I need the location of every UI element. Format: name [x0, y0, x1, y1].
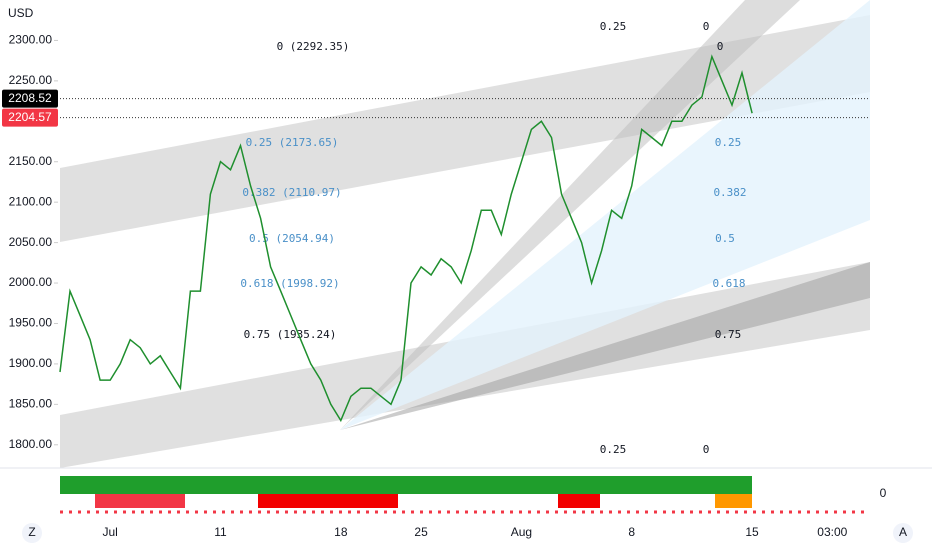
y-tick-label: 2100.00: [9, 194, 53, 208]
y-tick-label: 2150.00: [9, 154, 53, 168]
price-label: 2204.57: [8, 110, 52, 124]
x-tick-label: Aug: [511, 525, 532, 539]
fib-label: 0: [717, 40, 724, 53]
x-tick-label: 8: [628, 525, 635, 539]
fib-label: 0.25 (2173.65): [246, 136, 339, 149]
fib-label: 0: [703, 20, 710, 33]
fib-label: 0.618 (1998.92): [240, 277, 339, 290]
fib-label: 0.5: [715, 232, 735, 245]
zoom-button[interactable]: Z: [28, 525, 35, 539]
x-tick-label: 11: [214, 525, 227, 539]
fib-label: 0.382 (2110.97): [242, 186, 341, 199]
indicator-strip: [715, 494, 752, 508]
button-bg: [893, 523, 913, 543]
fib-label: 0.5 (2054.94): [249, 232, 335, 245]
y-tick-label: 1950.00: [9, 316, 53, 330]
x-tick-label: 15: [745, 525, 759, 539]
indicator-strip: [95, 494, 185, 508]
y-tick-label: 2300.00: [9, 33, 53, 47]
fib-band: [60, 15, 870, 242]
fib-label: 0.25: [600, 20, 627, 33]
fib-label: 0.75 (1935.24): [244, 328, 337, 341]
y-tick-label: 1900.00: [9, 356, 53, 370]
fib-label: 0.25: [600, 443, 627, 456]
fib-label: 0.25: [715, 136, 742, 149]
y-tick-label: 2000.00: [9, 275, 53, 289]
price-line: [59, 54, 753, 423]
price-label-box: [2, 89, 58, 108]
fib-fan: [340, 262, 870, 430]
fib-label: 0.618: [712, 277, 745, 290]
fib-label: 0: [703, 443, 710, 456]
y-tick-label: 1800.00: [9, 437, 53, 451]
y-tick-label: 2250.00: [9, 73, 53, 87]
x-tick-label: 18: [334, 525, 348, 539]
indicator-strip: [558, 494, 600, 508]
y-tick-label: 1850.00: [9, 397, 53, 411]
fib-label: 0 (2292.35): [277, 40, 350, 53]
indicator-strip: [258, 494, 398, 508]
indicator-value: 0: [880, 486, 887, 500]
x-tick-label: Jul: [102, 525, 117, 539]
fib-fan: [340, 0, 870, 430]
price-label-box: [2, 108, 58, 127]
x-tick-label: 03:00: [817, 525, 847, 539]
fib-label: 0.382: [713, 186, 746, 199]
y-tick-label: 2050.00: [9, 235, 53, 249]
auto-button[interactable]: A: [899, 525, 907, 539]
currency: USD: [8, 6, 34, 20]
x-tick-label: 25: [414, 525, 428, 539]
indicator-strip: [60, 476, 752, 494]
button-bg: [22, 523, 42, 543]
fib-label: 0.75: [715, 328, 742, 341]
price-label: 2208.52: [8, 91, 52, 105]
indicator: [60, 476, 870, 514]
